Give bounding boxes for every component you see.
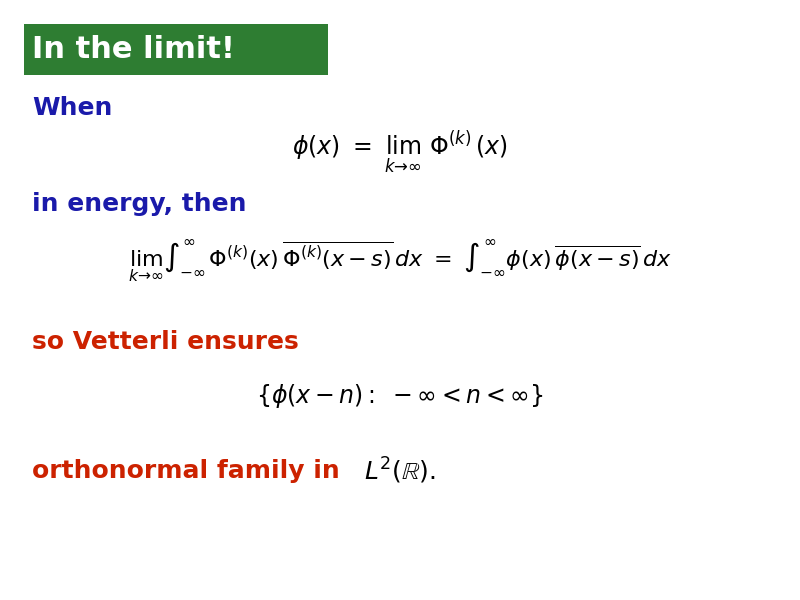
Text: $\lim_{k \to \infty} \int_{-\infty}^{\infty} \Phi^{(k)}(x)\, \overline{\Phi^{(k): $\lim_{k \to \infty} \int_{-\infty}^{\in… — [128, 238, 672, 284]
Text: in energy, then: in energy, then — [32, 192, 246, 216]
Text: orthonormal family in: orthonormal family in — [32, 459, 349, 483]
Text: $\left\{ \phi(x-n) : \ -\infty < n < \infty \right\}$: $\left\{ \phi(x-n) : \ -\infty < n < \in… — [256, 382, 544, 410]
Text: $\phi(x) \ = \ \lim_{k \to \infty} \ \Phi^{(k)}(x)$: $\phi(x) \ = \ \lim_{k \to \infty} \ \Ph… — [292, 130, 508, 176]
Text: In the limit!: In the limit! — [32, 35, 235, 64]
Text: $L^2(\mathbb{R}).$: $L^2(\mathbb{R}).$ — [364, 456, 435, 486]
Text: When: When — [32, 96, 112, 120]
Text: so Vetterli ensures: so Vetterli ensures — [32, 330, 298, 354]
FancyBboxPatch shape — [24, 24, 328, 75]
